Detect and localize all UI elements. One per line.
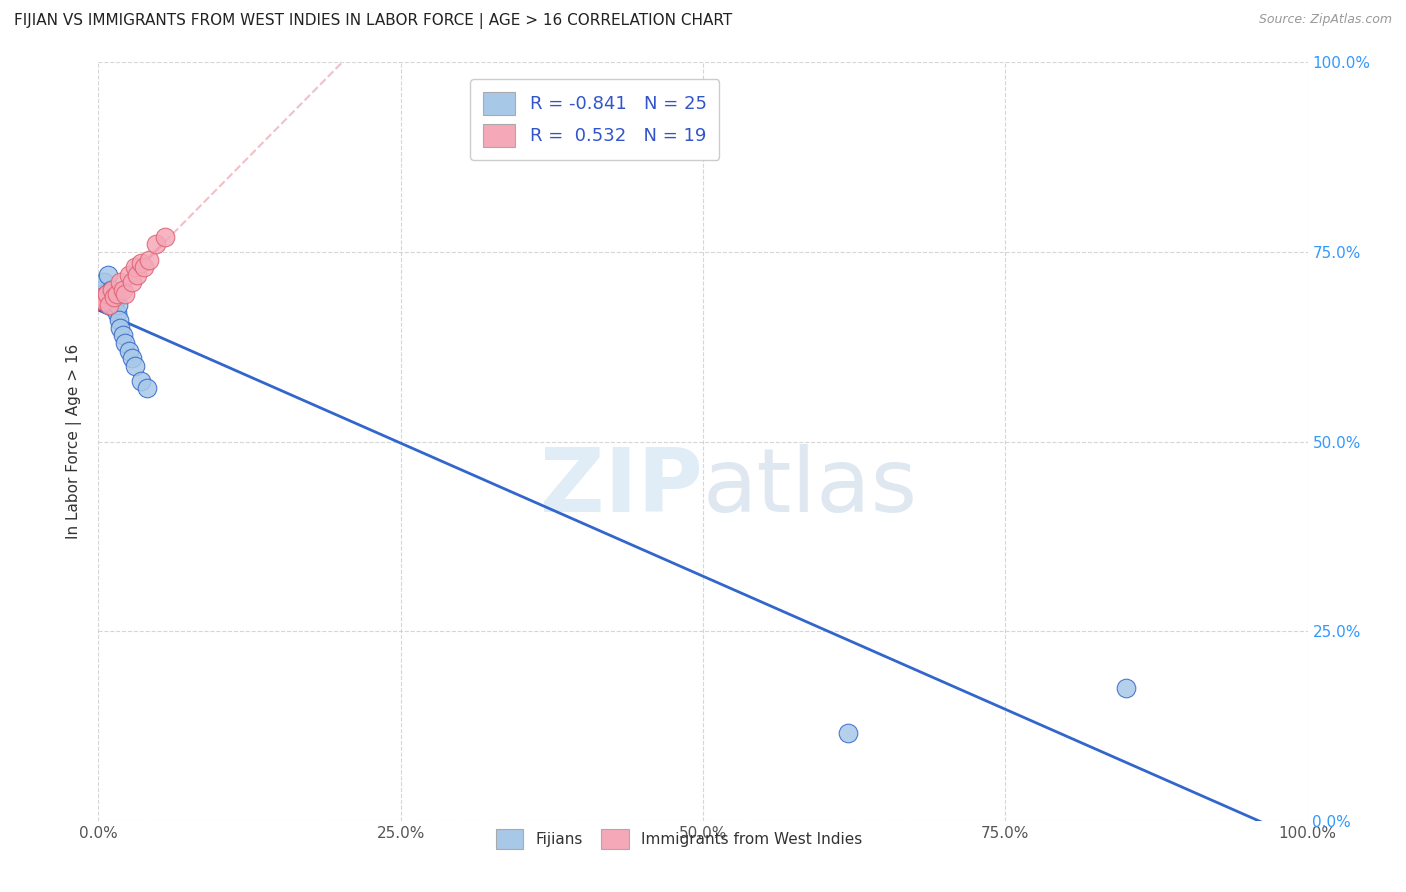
- Point: [105, 286, 128, 301]
- Point: [101, 298, 124, 312]
- Point: [91, 286, 114, 301]
- Point: [90, 283, 112, 297]
- Point: [121, 351, 143, 366]
- Point: [108, 320, 131, 334]
- Point: [837, 726, 859, 740]
- Point: [124, 359, 146, 373]
- Point: [98, 294, 121, 309]
- Point: [121, 275, 143, 289]
- Point: [138, 252, 160, 267]
- Point: [129, 374, 152, 388]
- Point: [118, 268, 141, 282]
- Point: [96, 286, 118, 301]
- Point: [103, 286, 125, 301]
- Point: [145, 237, 167, 252]
- Text: Source: ZipAtlas.com: Source: ZipAtlas.com: [1258, 13, 1392, 27]
- Text: FIJIAN VS IMMIGRANTS FROM WEST INDIES IN LABOR FORCE | AGE > 16 CORRELATION CHAR: FIJIAN VS IMMIGRANTS FROM WEST INDIES IN…: [14, 13, 733, 29]
- Y-axis label: In Labor Force | Age > 16: In Labor Force | Age > 16: [66, 344, 83, 539]
- Point: [114, 335, 136, 350]
- Text: ZIP: ZIP: [540, 443, 703, 531]
- Point: [118, 343, 141, 358]
- Point: [94, 291, 117, 305]
- Point: [93, 275, 115, 289]
- Legend: Fijians, Immigrants from West Indies: Fijians, Immigrants from West Indies: [489, 822, 868, 855]
- Point: [108, 275, 131, 289]
- Point: [114, 286, 136, 301]
- Point: [124, 260, 146, 275]
- Point: [111, 283, 134, 297]
- Text: atlas: atlas: [703, 443, 918, 531]
- Point: [100, 283, 122, 297]
- Point: [107, 298, 129, 312]
- Point: [104, 294, 127, 309]
- Point: [98, 298, 121, 312]
- Point: [153, 229, 176, 244]
- Point: [100, 291, 122, 305]
- Point: [135, 382, 157, 396]
- Point: [96, 286, 118, 301]
- Point: [100, 283, 122, 297]
- Point: [108, 313, 131, 327]
- Point: [127, 268, 149, 282]
- Point: [111, 328, 134, 343]
- Point: [129, 256, 152, 270]
- Point: [97, 268, 120, 282]
- Point: [1115, 681, 1137, 695]
- Point: [103, 291, 125, 305]
- Point: [91, 291, 114, 305]
- Point: [134, 260, 156, 275]
- Point: [93, 294, 115, 309]
- Point: [105, 305, 128, 319]
